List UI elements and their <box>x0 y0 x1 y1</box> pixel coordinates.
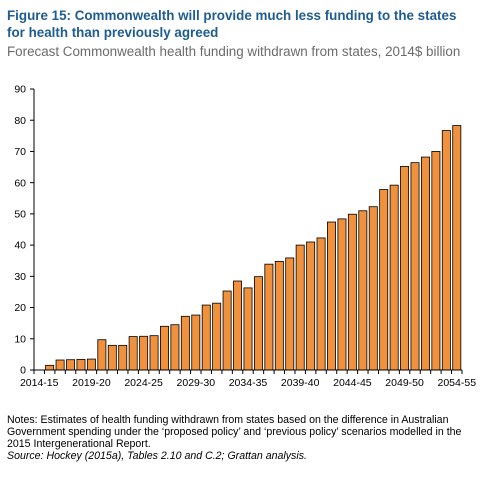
bar-2026-27 <box>160 325 169 371</box>
chart-subtitle: Forecast Commonwealth health funding wit… <box>7 44 461 59</box>
y-tick-label-30: 30 <box>14 271 26 283</box>
bar-2053-54 <box>441 130 451 371</box>
bar-2028-29 <box>180 315 190 371</box>
bar-2040-41 <box>306 241 316 371</box>
bar-2020-21 <box>97 339 107 371</box>
y-tick-label-10: 10 <box>14 333 26 345</box>
chart-title: Figure 15: Commonwealth will provide muc… <box>7 8 457 40</box>
bar-2017-18 <box>66 359 76 371</box>
x-tick-label-2014-15: 2014-15 <box>20 377 59 389</box>
bar-2015-16 <box>45 364 55 371</box>
y-tick-label-50: 50 <box>14 208 26 220</box>
bar-2024-25 <box>139 335 149 371</box>
bar-2046-47 <box>368 206 378 371</box>
y-tick-label-90: 90 <box>14 84 26 96</box>
bar-2047-48 <box>379 189 389 371</box>
y-tick-label-40: 40 <box>14 240 26 252</box>
bar-2034-35 <box>243 287 253 371</box>
bar-2016-17 <box>55 359 65 371</box>
chart-notes: Notes: Estimates of health funding withd… <box>7 414 477 462</box>
x-tick-label-2044-45: 2044-45 <box>333 377 372 389</box>
bar-2050-51 <box>410 162 420 371</box>
bar-2035-36 <box>253 276 263 371</box>
x-tick-label-2034-35: 2034-35 <box>229 377 268 389</box>
bar-2041-42 <box>316 237 326 371</box>
x-tick-label-2054-55: 2054-55 <box>438 377 477 389</box>
bar-2029-30 <box>191 314 201 371</box>
bar-2045-46 <box>358 210 368 371</box>
bar-2049-50 <box>400 166 410 371</box>
bar-2027-28 <box>170 324 180 371</box>
bar-2038-39 <box>285 257 295 371</box>
y-tick-label-70: 70 <box>14 146 26 158</box>
bar-2048-49 <box>389 184 399 371</box>
bar-2031-32 <box>212 302 222 371</box>
bar-2032-33 <box>222 290 232 371</box>
bar-2037-38 <box>274 260 284 371</box>
y-tick-label-60: 60 <box>14 177 26 189</box>
bar-2019-20 <box>86 358 96 371</box>
x-tick-label-2039-40: 2039-40 <box>281 377 320 389</box>
bar-2042-43 <box>327 221 336 371</box>
y-tick-label-20: 20 <box>14 302 26 314</box>
bar-2052-53 <box>431 151 441 371</box>
source-text: Source: Hockey (2015a), Tables 2.10 and … <box>7 450 307 462</box>
bar-2018-19 <box>76 358 86 371</box>
bar-chart: 0 10 20 30 40 50 60 70 80 90 2014-15 2019-20 2024-25… <box>14 84 477 389</box>
bar-2044-45 <box>347 213 357 371</box>
bar-2025-26 <box>149 335 159 371</box>
x-tick-label-2024-25: 2024-25 <box>124 377 163 389</box>
y-tick-label-80: 80 <box>14 115 26 127</box>
y-tick-label-0: 0 <box>20 365 26 377</box>
bar-2039-40 <box>295 244 305 371</box>
bar-2021-22 <box>107 344 117 371</box>
bar-2022-23 <box>118 344 128 371</box>
bar-2054-55 <box>452 125 462 371</box>
bar-2030-31 <box>201 304 211 371</box>
x-tick-label-2049-50: 2049-50 <box>385 377 424 389</box>
bar-2023-24 <box>128 336 138 371</box>
bar-2051-52 <box>420 156 430 371</box>
x-tick-label-2029-30: 2029-30 <box>177 377 216 389</box>
bar-2036-37 <box>264 263 274 371</box>
bar-2033-34 <box>233 280 243 371</box>
notes-text: Notes: Estimates of health funding withd… <box>7 414 462 450</box>
x-tick-label-2019-20: 2019-20 <box>72 377 111 389</box>
bar-2043-44 <box>337 218 347 371</box>
